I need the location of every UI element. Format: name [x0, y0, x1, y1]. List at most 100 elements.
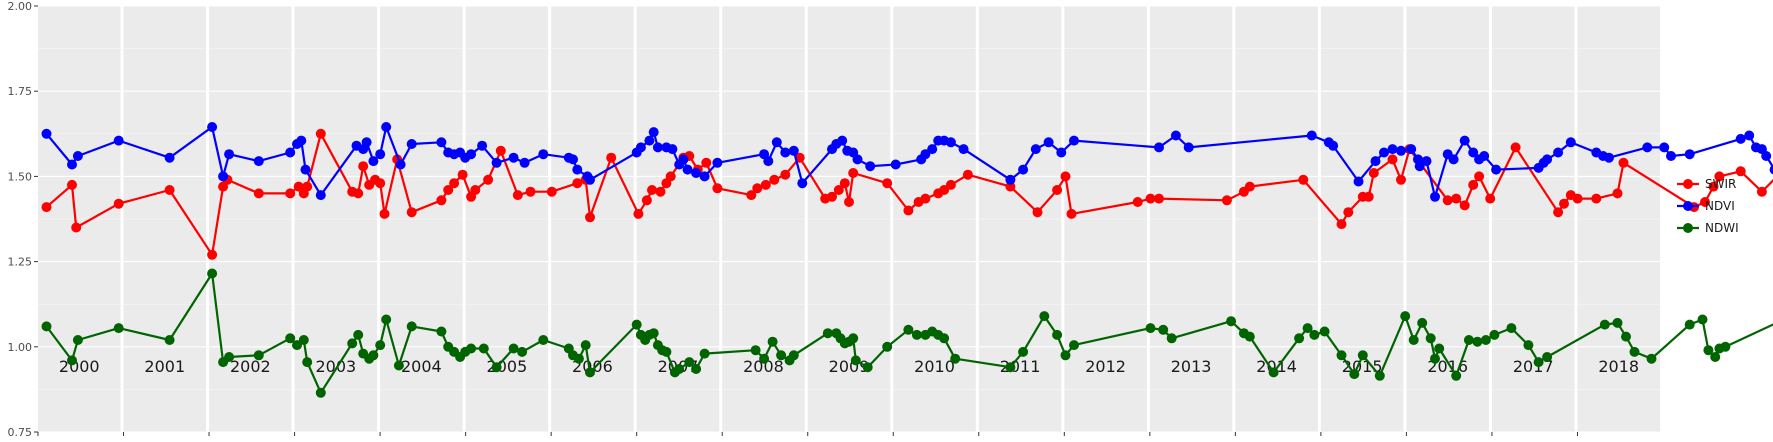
- data-point: [508, 343, 519, 354]
- data-point: [113, 323, 124, 334]
- data-point: [848, 333, 859, 344]
- data-point: [848, 168, 859, 178]
- data-point: [1646, 353, 1657, 364]
- data-point: [1226, 316, 1237, 327]
- data-point: [1459, 135, 1470, 146]
- data-point: [1132, 197, 1143, 207]
- legend-label-ndwi: NDWI: [1705, 221, 1739, 235]
- data-point: [882, 178, 893, 189]
- data-point: [890, 159, 901, 170]
- data-point: [661, 346, 672, 357]
- data-point: [368, 156, 379, 167]
- data-point: [701, 157, 712, 168]
- data-point: [1406, 144, 1417, 155]
- data-point: [1459, 200, 1470, 211]
- data-point: [822, 328, 833, 339]
- data-point: [691, 364, 702, 374]
- y-tick-label: 1.25: [8, 256, 33, 269]
- data-point: [920, 149, 931, 160]
- facet-year-label: 2008: [743, 357, 784, 376]
- data-point: [368, 350, 379, 361]
- data-point: [882, 341, 893, 352]
- data-point: [1612, 317, 1623, 328]
- data-point: [945, 137, 956, 148]
- data-point: [1400, 311, 1411, 322]
- data-point: [1618, 157, 1629, 168]
- data-point: [1158, 324, 1169, 335]
- data-point: [1349, 369, 1360, 380]
- data-point: [224, 149, 235, 160]
- data-point: [1621, 331, 1631, 342]
- data-point: [1714, 171, 1725, 182]
- data-point: [760, 179, 771, 190]
- data-point: [1735, 166, 1746, 177]
- data-point: [1066, 208, 1077, 219]
- data-point: [644, 135, 655, 146]
- data-point: [298, 335, 309, 345]
- data-point: [1221, 195, 1232, 206]
- data-point: [1039, 311, 1050, 322]
- data-point: [852, 154, 863, 165]
- data-point: [1417, 317, 1428, 328]
- data-point: [844, 197, 854, 207]
- data-point: [41, 321, 52, 332]
- data-point: [1448, 154, 1459, 165]
- data-point: [358, 161, 369, 172]
- data-point: [606, 152, 617, 163]
- data-point: [1363, 191, 1374, 202]
- data-point: [375, 178, 386, 189]
- data-point: [1523, 340, 1534, 351]
- data-point: [207, 249, 218, 260]
- data-point: [1018, 164, 1029, 175]
- data-point: [1735, 133, 1746, 144]
- data-point: [1451, 193, 1462, 204]
- data-point: [395, 159, 406, 170]
- data-point: [1343, 207, 1354, 218]
- data-point: [862, 362, 873, 373]
- data-point: [67, 355, 77, 366]
- data-point: [285, 188, 296, 199]
- data-point: [920, 193, 931, 204]
- data-point: [406, 321, 417, 332]
- data-point: [699, 348, 710, 359]
- data-point: [1309, 329, 1320, 340]
- facet-year-label: 2001: [144, 357, 185, 376]
- data-point: [1374, 370, 1385, 381]
- data-point: [1306, 130, 1317, 141]
- data-point: [519, 157, 530, 168]
- data-point: [538, 335, 549, 345]
- data-point: [1684, 149, 1695, 160]
- data-point: [300, 164, 311, 175]
- data-point: [585, 212, 595, 223]
- data-point: [1451, 370, 1462, 381]
- data-point: [1565, 137, 1576, 148]
- data-point: [512, 190, 523, 201]
- data-point: [1052, 185, 1063, 195]
- data-point: [224, 352, 235, 362]
- data-point: [647, 185, 657, 195]
- data-point: [1368, 168, 1379, 178]
- data-point: [113, 135, 124, 146]
- data-point: [939, 333, 950, 344]
- data-point: [780, 169, 791, 180]
- data-point: [1684, 319, 1695, 330]
- data-point: [1463, 335, 1474, 345]
- data-point: [1720, 341, 1731, 352]
- data-point: [538, 149, 549, 160]
- data-point: [1414, 161, 1425, 172]
- data-point: [477, 140, 488, 151]
- data-point: [691, 168, 702, 178]
- data-point: [1032, 207, 1043, 218]
- data-point: [1756, 186, 1767, 197]
- data-point: [776, 350, 787, 361]
- data-point: [752, 183, 763, 194]
- data-point: [1533, 357, 1544, 368]
- data-point: [839, 178, 850, 189]
- y-tick-label: 2.00: [8, 0, 33, 13]
- data-point: [41, 128, 52, 139]
- facet-year-label: 2003: [315, 357, 356, 376]
- data-point: [508, 152, 519, 163]
- series-swir: [41, 128, 1773, 260]
- legend-label-swir: SWIR: [1705, 177, 1736, 191]
- data-point: [1005, 362, 1016, 373]
